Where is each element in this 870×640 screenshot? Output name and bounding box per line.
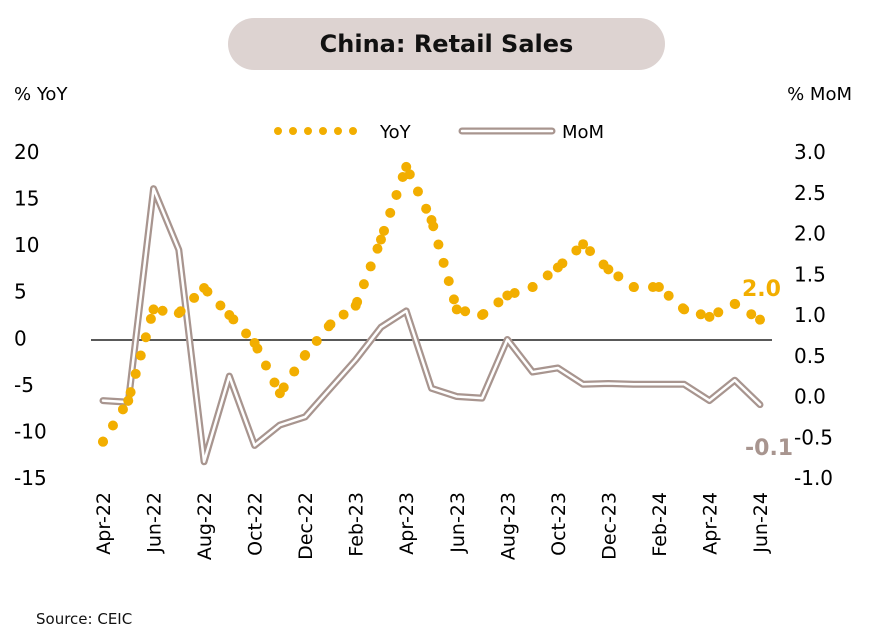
right-tick-label: 0.5 (794, 344, 826, 368)
x-tick-label: Oct-23 (548, 492, 570, 556)
x-tick-label: Aug-22 (194, 492, 216, 560)
yoy-point (552, 262, 563, 273)
yoy-point (628, 282, 639, 293)
yoy-point (98, 436, 108, 447)
x-tick-label: Dec-22 (295, 492, 317, 560)
yoy-point (350, 300, 361, 311)
left-tick-label: 15 (14, 187, 39, 211)
yoy-point (755, 314, 765, 325)
legend: YoY MoM (274, 122, 604, 143)
yoy-point (502, 290, 513, 301)
right-tick-label: 0.0 (794, 385, 826, 409)
yoy-point (578, 239, 589, 250)
x-tick-label: Aug-23 (497, 492, 519, 560)
x-tick-label: Apr-23 (396, 492, 418, 555)
left-tick-label: 5 (14, 280, 27, 304)
x-tick-label: Oct-22 (245, 492, 267, 556)
yoy-end-label: 2.0 (742, 277, 781, 302)
right-tick-label: -1.0 (794, 466, 833, 490)
yoy-point (123, 395, 134, 406)
yoy-point (653, 282, 664, 293)
yoy-point (375, 234, 386, 245)
left-tick-label: 0 (14, 326, 27, 350)
x-tick-label: Feb-24 (649, 492, 671, 557)
x-tick-label: Apr-22 (93, 492, 115, 555)
right-axis-label: % MoM (787, 84, 852, 105)
yoy-point (527, 282, 538, 293)
x-tick-label: Jun-22 (144, 492, 166, 554)
yoy-point (300, 350, 311, 361)
left-tick-label: -15 (14, 466, 47, 490)
yoy-point (249, 337, 260, 348)
chart-title: China: Retail Sales (228, 18, 665, 70)
yoy-point (603, 264, 614, 275)
yoy-point (274, 388, 285, 399)
source-note: Source: CEIC (36, 610, 133, 628)
left-tick-label: -5 (14, 373, 34, 397)
right-tick-label: 2.0 (794, 222, 826, 246)
yoy-point (173, 308, 184, 319)
yoy-point (325, 319, 336, 330)
x-tick-label: Feb-23 (346, 492, 368, 557)
right-tick-label: 1.5 (794, 262, 826, 286)
yoy-point (401, 161, 412, 172)
left-tick-label: 20 (14, 140, 39, 164)
yoy-point (426, 214, 437, 225)
legend-yoy-label: YoY (379, 122, 412, 143)
yoy-point (477, 310, 488, 320)
yoy-point (704, 311, 715, 322)
x-tick-label: Jun-23 (447, 492, 469, 554)
yoy-point (224, 310, 235, 320)
x-tick-label: Jun-24 (750, 492, 772, 554)
mom-end-label: -0.1 (745, 436, 793, 461)
yoy-point (451, 304, 462, 315)
right-tick-label: -0.5 (794, 425, 833, 449)
right-tick-label: 3.0 (794, 140, 826, 164)
yoy-point (199, 282, 210, 293)
right-tick-label: 2.5 (794, 181, 826, 205)
right-tick-label: 1.0 (794, 303, 826, 327)
yoy-point (729, 298, 740, 309)
x-tick-label: Apr-24 (699, 492, 721, 555)
left-tick-label: 10 (14, 233, 39, 257)
left-tick-label: -10 (14, 419, 47, 443)
x-tick-label: Dec-23 (598, 492, 620, 560)
yoy-point (148, 304, 159, 315)
yoy-point (679, 304, 690, 315)
yoy-series-line (98, 153, 765, 447)
left-axis-label: % YoY (14, 84, 68, 105)
legend-mom-label: MoM (562, 122, 604, 143)
